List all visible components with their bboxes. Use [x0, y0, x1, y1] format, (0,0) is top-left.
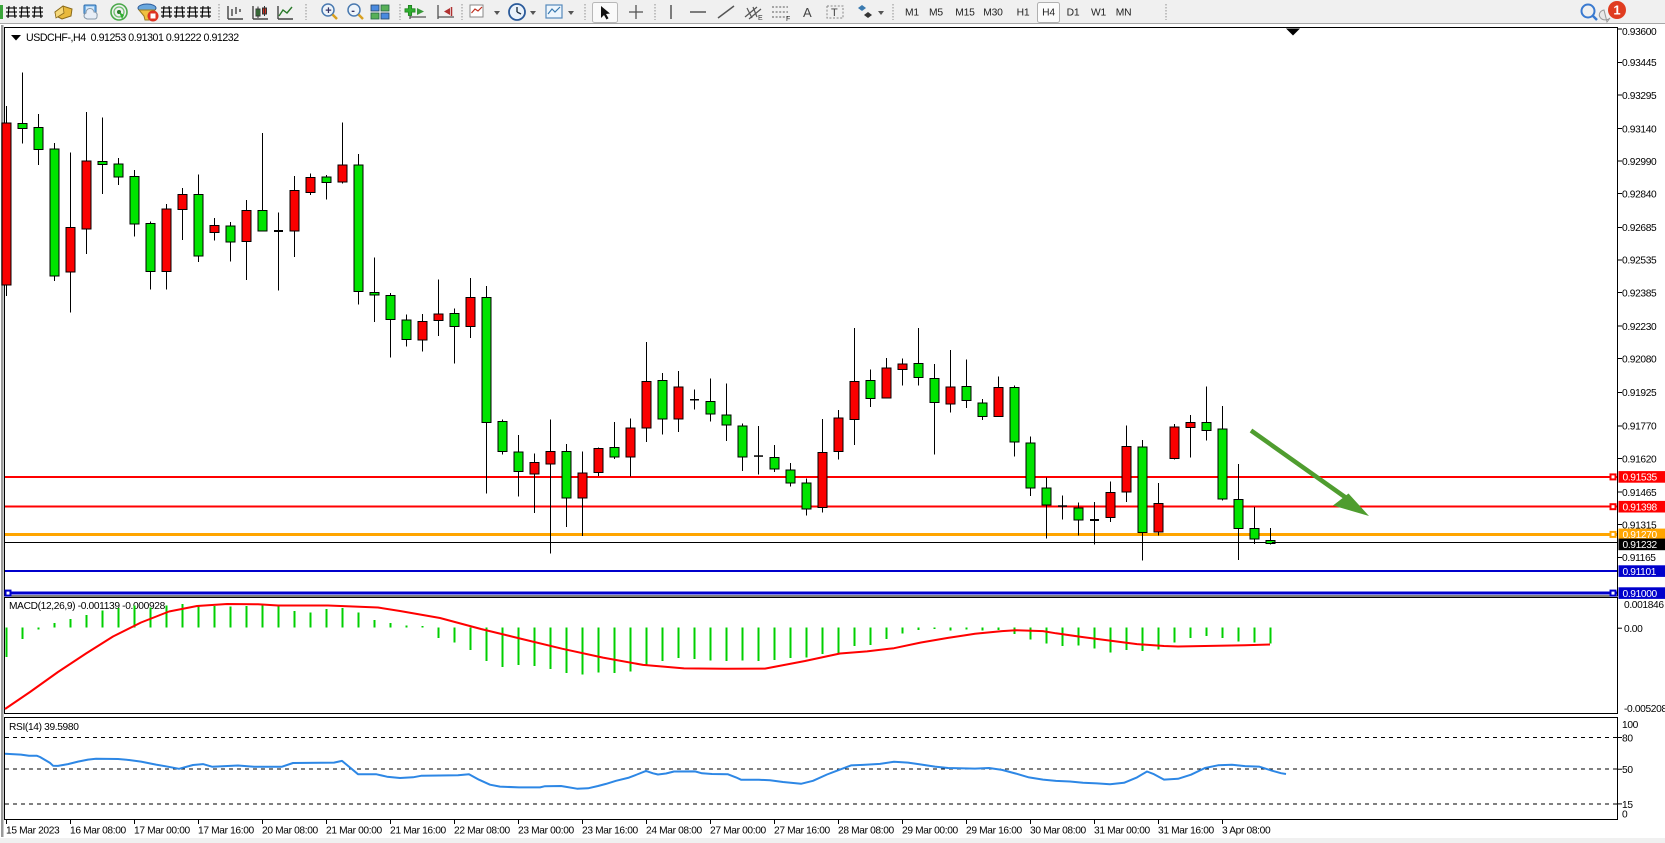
- svg-text:29 Mar 16:00: 29 Mar 16:00: [966, 826, 1023, 837]
- svg-text:28 Mar 08:00: 28 Mar 08:00: [838, 826, 895, 837]
- svg-text:50: 50: [1622, 765, 1633, 776]
- svg-text:0.91270: 0.91270: [1623, 530, 1658, 541]
- svg-text:3 Apr 08:00: 3 Apr 08:00: [1222, 826, 1271, 837]
- svg-text:0.92535: 0.92535: [1622, 256, 1657, 267]
- svg-text:27 Mar 00:00: 27 Mar 00:00: [710, 826, 767, 837]
- svg-text:0.91000: 0.91000: [1623, 589, 1658, 600]
- svg-text:H4: H4: [1042, 8, 1055, 19]
- svg-text:W1: W1: [1091, 8, 1107, 19]
- svg-text:RSI(14) 39.5980: RSI(14) 39.5980: [9, 722, 79, 733]
- svg-text:0.91535: 0.91535: [1623, 473, 1658, 484]
- svg-text:21 Mar 00:00: 21 Mar 00:00: [326, 826, 383, 837]
- svg-text:E: E: [758, 15, 763, 22]
- svg-text:M5: M5: [929, 8, 943, 19]
- svg-text:+: +: [325, 5, 331, 17]
- svg-text:0.91398: 0.91398: [1623, 503, 1658, 514]
- svg-text:0.91165: 0.91165: [1622, 553, 1656, 564]
- svg-text:0.92840: 0.92840: [1622, 190, 1657, 201]
- svg-text:M15: M15: [955, 8, 975, 19]
- svg-text:0: 0: [1622, 810, 1628, 821]
- svg-text:A: A: [803, 5, 812, 20]
- svg-text:15 Mar 2023: 15 Mar 2023: [6, 826, 60, 837]
- svg-text:0.91232: 0.91232: [1623, 540, 1658, 551]
- svg-text:0.92385: 0.92385: [1622, 288, 1657, 299]
- svg-text:-: -: [351, 5, 355, 17]
- svg-text:31 Mar 16:00: 31 Mar 16:00: [1158, 826, 1215, 837]
- svg-text:M1: M1: [905, 8, 919, 19]
- svg-text:0.91620: 0.91620: [1622, 454, 1657, 465]
- svg-text:0.93600: 0.93600: [1622, 27, 1657, 38]
- svg-text:0.92685: 0.92685: [1622, 223, 1657, 234]
- svg-text:17 Mar 00:00: 17 Mar 00:00: [134, 826, 191, 837]
- svg-text:31 Mar 00:00: 31 Mar 00:00: [1094, 826, 1151, 837]
- svg-text:29 Mar 00:00: 29 Mar 00:00: [902, 826, 959, 837]
- svg-text:21 Mar 16:00: 21 Mar 16:00: [390, 826, 447, 837]
- svg-text:0.91770: 0.91770: [1622, 422, 1657, 433]
- svg-text:USDCHF-,H4 0.91253 0.91301 0.: USDCHF-,H4 0.91253 0.91301 0.91222 0.912…: [26, 32, 239, 44]
- svg-text:0.93445: 0.93445: [1622, 58, 1657, 69]
- svg-text:H1: H1: [1017, 8, 1030, 19]
- svg-text:23 Mar 16:00: 23 Mar 16:00: [582, 826, 639, 837]
- svg-text:T: T: [831, 7, 838, 19]
- svg-text:0.91101: 0.91101: [1623, 567, 1657, 578]
- svg-text:0.91465: 0.91465: [1622, 488, 1657, 499]
- svg-text:0.001846: 0.001846: [1624, 600, 1664, 611]
- svg-text:0.93295: 0.93295: [1622, 91, 1657, 102]
- svg-text:27 Mar 16:00: 27 Mar 16:00: [774, 826, 831, 837]
- svg-text:0.93140: 0.93140: [1622, 124, 1657, 135]
- svg-text:0.00: 0.00: [1624, 624, 1643, 635]
- svg-text:15: 15: [1622, 800, 1633, 811]
- svg-text:30 Mar 08:00: 30 Mar 08:00: [1030, 826, 1087, 837]
- svg-text:17 Mar 16:00: 17 Mar 16:00: [198, 826, 255, 837]
- svg-text:0.92080: 0.92080: [1622, 355, 1657, 366]
- svg-text:D1: D1: [1067, 8, 1080, 19]
- svg-text:23 Mar 00:00: 23 Mar 00:00: [518, 826, 575, 837]
- svg-text:0.92230: 0.92230: [1622, 322, 1657, 333]
- svg-text:16 Mar 08:00: 16 Mar 08:00: [70, 826, 127, 837]
- svg-text:100: 100: [1622, 720, 1639, 731]
- svg-text:1: 1: [1613, 3, 1620, 18]
- svg-text:MACD(12,26,9) -0.001139 -0.000: MACD(12,26,9) -0.001139 -0.000928: [9, 601, 166, 612]
- svg-text:0.91925: 0.91925: [1622, 388, 1657, 399]
- svg-text:80: 80: [1622, 734, 1633, 745]
- svg-text:22 Mar 08:00: 22 Mar 08:00: [454, 826, 511, 837]
- svg-text:-0.005208: -0.005208: [1624, 704, 1665, 715]
- svg-text:0.92990: 0.92990: [1622, 157, 1657, 168]
- svg-text:F: F: [786, 16, 790, 23]
- svg-text:MN: MN: [1116, 8, 1132, 19]
- svg-text:0.91315: 0.91315: [1622, 521, 1657, 532]
- svg-text:24 Mar 08:00: 24 Mar 08:00: [646, 826, 703, 837]
- svg-text:20 Mar 08:00: 20 Mar 08:00: [262, 826, 319, 837]
- svg-text:M30: M30: [983, 8, 1003, 19]
